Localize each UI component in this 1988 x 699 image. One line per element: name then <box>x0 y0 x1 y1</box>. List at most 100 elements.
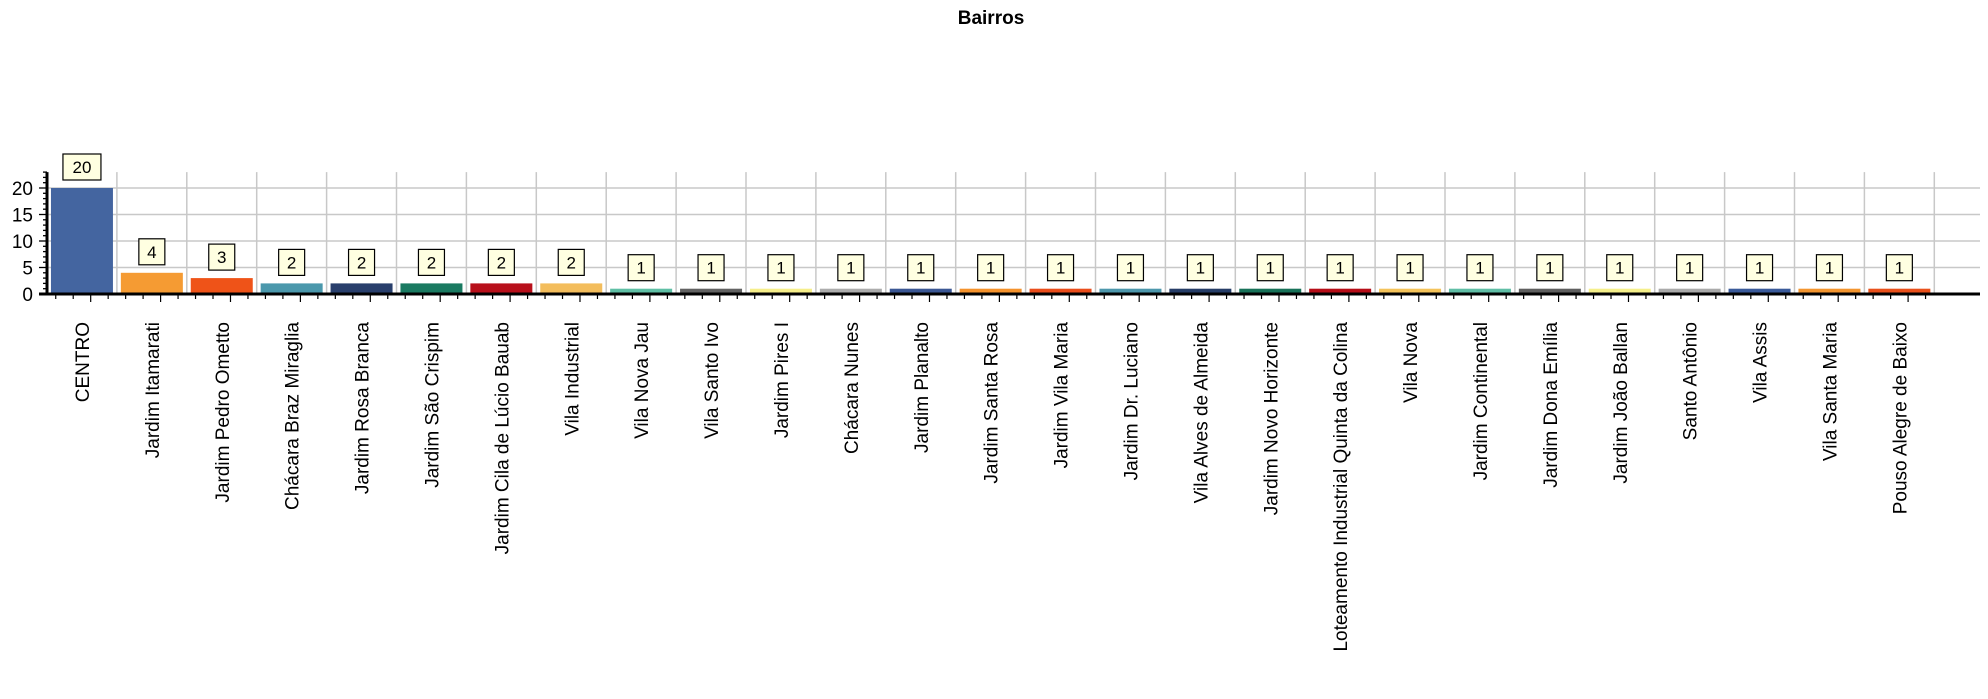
bar <box>1099 288 1162 294</box>
data-label-box <box>138 238 166 266</box>
data-label: 1 <box>1056 259 1065 278</box>
data-label: 2 <box>427 253 436 272</box>
category-label: Jardim Novo Horizonte <box>1261 322 1282 515</box>
data-label-box <box>977 254 1005 282</box>
data-label: 1 <box>916 259 925 278</box>
category-label: Jardim São Crispim <box>422 322 443 488</box>
data-label: 1 <box>1755 259 1764 278</box>
category-label: Jardim João Ballan <box>1611 322 1632 484</box>
data-label-box <box>557 248 585 276</box>
bar <box>400 283 463 294</box>
data-label: 1 <box>1825 259 1834 278</box>
bar <box>1239 288 1302 294</box>
y-tick-label: 10 <box>12 232 33 253</box>
bar <box>1029 288 1092 294</box>
category-label: Chácara Nunes <box>842 322 863 454</box>
grid-lines <box>47 172 1980 294</box>
y-tick-label: 0 <box>22 285 33 306</box>
category-label: Vila Nova Jau <box>632 322 653 439</box>
y-tick-label: 5 <box>22 259 33 280</box>
bar <box>1728 288 1791 294</box>
data-label-box <box>1116 254 1145 282</box>
data-label-box <box>1885 254 1913 282</box>
y-tick-label: 15 <box>12 206 33 227</box>
data-label: 1 <box>706 259 715 278</box>
data-label-box <box>1046 254 1075 282</box>
data-label-box <box>208 243 236 271</box>
data-label-box <box>627 254 655 282</box>
data-label-box <box>347 248 376 276</box>
data-label-box <box>62 153 102 181</box>
bar <box>260 283 323 294</box>
bars <box>50 188 1931 294</box>
category-label: Vila Alves de Almeida <box>1191 322 1212 504</box>
data-label: 1 <box>1545 259 1554 278</box>
category-label: Jardim Pires I <box>772 322 793 438</box>
bar <box>540 283 603 294</box>
data-label: 1 <box>776 259 785 278</box>
data-label-box <box>1606 254 1634 282</box>
bar <box>470 283 533 294</box>
bar <box>1379 288 1442 294</box>
data-label: 1 <box>1126 259 1135 278</box>
bar <box>190 278 253 294</box>
data-label: 1 <box>986 259 995 278</box>
data-label-box <box>1745 254 1774 282</box>
data-label-box <box>907 254 935 282</box>
category-label: Jardim Dr. Luciano <box>1121 322 1142 480</box>
data-label-box <box>1256 254 1284 282</box>
bar <box>1169 288 1232 294</box>
category-label: Vila Santo Ivo <box>702 322 723 439</box>
data-label: 2 <box>497 253 506 272</box>
data-label-box <box>697 254 725 282</box>
data-label-box <box>1396 254 1424 282</box>
category-label: Jardim Rosa Branca <box>353 322 374 495</box>
category-label: Jardim Pedro Ometto <box>213 322 234 503</box>
bar <box>889 288 952 294</box>
data-label-box <box>1536 254 1564 282</box>
data-label: 3 <box>217 248 226 267</box>
category-label: Chácara Braz Miraglia <box>283 322 304 510</box>
data-label: 4 <box>147 243 156 262</box>
category-label: Vila Industrial <box>562 322 583 436</box>
data-label: 20 <box>72 158 91 177</box>
data-label-box <box>837 254 865 282</box>
data-label-box <box>1676 254 1704 282</box>
category-label: Jardim Santa Rosa <box>982 322 1003 484</box>
bar <box>120 272 183 294</box>
bar <box>1448 288 1511 294</box>
axes: CENTRO Jardim Itamarati Jardim Pedro Omett… <box>12 171 1980 652</box>
data-label-box <box>1466 254 1494 282</box>
data-label-box <box>1815 254 1844 282</box>
category-label: Santo Antônio <box>1681 322 1702 440</box>
data-label-box <box>1186 254 1214 282</box>
category-label: Vila Nova <box>1401 322 1422 403</box>
data-label: 1 <box>1405 259 1414 278</box>
bar <box>1798 288 1861 294</box>
data-label: 1 <box>1266 259 1275 278</box>
data-label-box <box>1326 254 1354 282</box>
y-tick-label: 20 <box>12 179 33 200</box>
category-label: Jardim Continental <box>1471 322 1492 480</box>
category-label: Jardim Itamarati <box>143 322 164 458</box>
chart-title: Bairros <box>958 8 1025 29</box>
bar <box>1658 288 1721 294</box>
data-label: 2 <box>567 253 576 272</box>
bar <box>749 288 812 294</box>
data-label: 2 <box>357 253 366 272</box>
data-labels: 20 4 3 2 2 2 2 2 1 1 1 1 1 1 1 1 1 1 1 1 1 1 1 1 1 1 1 <box>62 153 1913 282</box>
data-label-box <box>767 254 795 282</box>
data-label: 1 <box>1685 259 1694 278</box>
data-label: 1 <box>636 259 645 278</box>
bar <box>959 288 1022 294</box>
data-label: 1 <box>1335 259 1344 278</box>
data-label-box <box>278 248 306 276</box>
category-label: Vila Assis <box>1751 322 1772 403</box>
category-label: Jardim Planalto <box>912 322 933 453</box>
bar <box>819 288 882 294</box>
category-label: Loteamento Industrial Quinta da Colina <box>1331 322 1352 652</box>
bar <box>680 288 743 294</box>
category-label: Jardim Cila de Lúcio Bauab <box>492 322 513 554</box>
data-label: 1 <box>1895 259 1904 278</box>
